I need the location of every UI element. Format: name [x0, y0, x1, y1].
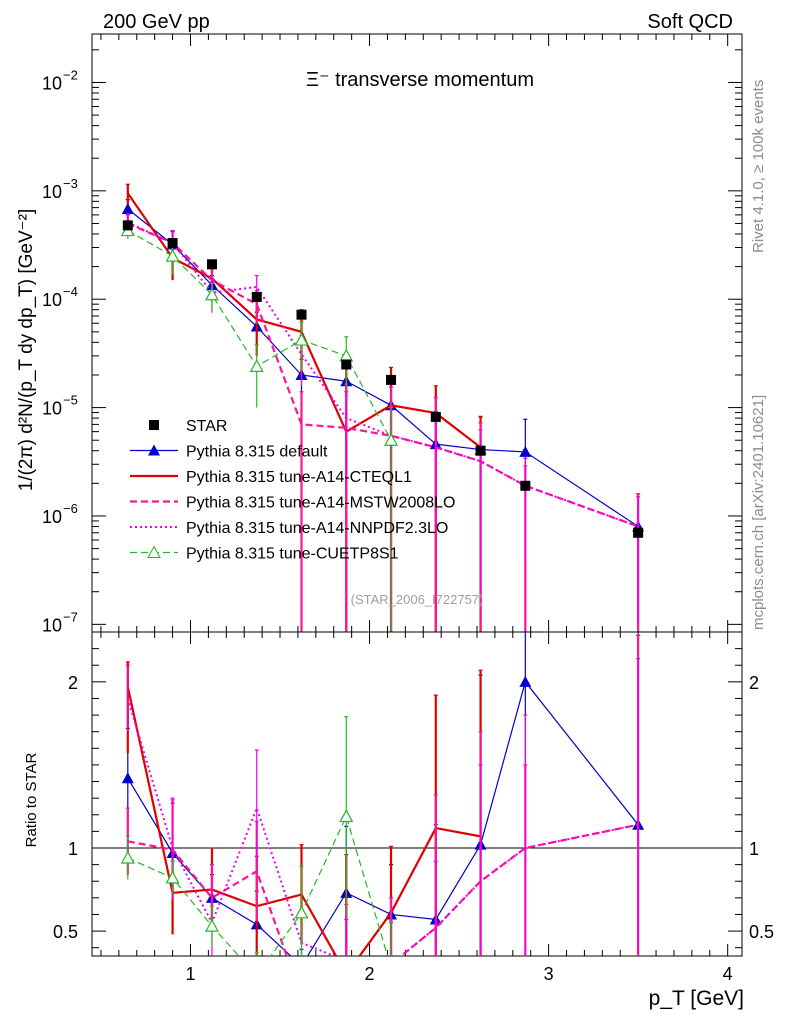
main-data-point-star [167, 238, 178, 249]
main-plot-area [120, 183, 645, 632]
ratio-y-tick-label-right: 0.5 [749, 922, 774, 942]
x-axis-label: p_T [GeV] [649, 987, 744, 1010]
legend-label-cuetp8s1: Pythia 8.315 tune-CUETP8S1 [186, 546, 399, 563]
main-marker-default [121, 202, 134, 214]
ratio-marker-cuetp8s1 [165, 870, 180, 884]
header-left: 200 GeV pp [103, 11, 210, 33]
ratio-y-axis-label: Ratio to STAR [23, 752, 40, 847]
main-marker-cuetp8s1 [204, 287, 219, 301]
analysis-id: (STAR_2006_I722757) [351, 592, 484, 607]
main-data-point-star [475, 445, 486, 456]
main-marker-default [519, 445, 532, 457]
y-tick-label: 10 [42, 615, 62, 635]
plot-title: Ξ⁻ transverse momentum [306, 69, 534, 91]
y-tick-label: 10 [42, 399, 62, 419]
ratio-marker-cuetp8s1 [120, 850, 135, 864]
ratio-series-line-cteql1 [126, 686, 481, 956]
main-y-axis-label: 1/(2π) d²N/(p_T dy dp_T) [GeV⁻²] [16, 209, 37, 492]
legend-label-nnpdf: Pythia 8.315 tune-A14-NNPDF2.3LO [186, 520, 448, 537]
y-tick-exponent: −7 [63, 609, 78, 624]
ratio-series-line-mstw [127, 823, 639, 956]
y-tick-label: 10 [42, 182, 62, 202]
y-tick-exponent: −3 [63, 176, 78, 191]
y-tick-label: 10 [42, 507, 62, 527]
main-frame [91, 33, 743, 633]
header-right: Soft QCD [647, 11, 733, 33]
ratio-plot-area [120, 632, 645, 981]
main-data-point-star [430, 411, 441, 422]
main-marker-cuetp8s1 [384, 432, 399, 446]
ratio-marker-cuetp8s1 [294, 905, 309, 919]
ratio-marker-cuetp8s1 [204, 918, 219, 932]
legend-label-default: Pythia 8.315 default [186, 444, 328, 461]
y-tick-exponent: −5 [63, 393, 78, 408]
legend: STAR Pythia 8.315 default Pythia 8.315 tun… [130, 418, 455, 563]
main-series-line-cteql1 [126, 192, 482, 449]
main-marker-cuetp8s1 [294, 332, 309, 346]
ratio-marker-cuetp8s1 [339, 809, 354, 823]
main-data-point-star [251, 291, 262, 302]
x-tick-label: 1 [185, 964, 195, 984]
ratio-marker-default [519, 675, 532, 687]
main-data-point-star [296, 309, 307, 320]
main-data-point-star [122, 220, 133, 231]
x-tick-label: 3 [544, 964, 554, 984]
rivet-label: Rivet 4.1.0, ≥ 100k events [750, 80, 767, 253]
ratio-marker-default [121, 772, 134, 784]
y-tick-exponent: −2 [63, 67, 78, 82]
main-data-point-star [520, 480, 531, 491]
legend-label-cteql1: Pythia 8.315 tune-A14-CTEQL1 [186, 469, 412, 486]
legend-marker-cuetp8s1 [147, 545, 161, 558]
main-data-point-star [633, 527, 644, 538]
ratio-y-tick-label: 0.5 [53, 922, 78, 942]
main-marker-cuetp8s1 [249, 359, 264, 372]
mcplots-label: mcplots.cern.ch [arXiv:2401.10621] [750, 395, 767, 630]
ratio-y-tick-label: 1 [68, 839, 78, 859]
x-tick-label: 2 [365, 964, 375, 984]
legend-marker-star [149, 420, 159, 430]
y-tick-label: 10 [42, 290, 62, 310]
ratio-y-tick-label-right: 2 [749, 673, 759, 693]
main-marker-cuetp8s1 [165, 248, 180, 262]
legend-marker-default [148, 444, 160, 456]
ratio-y-tick-label: 2 [68, 673, 78, 693]
main-data-point-star [206, 259, 217, 270]
y-tick-exponent: −6 [63, 501, 78, 516]
main-data-point-star [386, 374, 397, 385]
ratio-y-tick-label-right: 1 [749, 839, 759, 859]
main-series-line-nnpdf [127, 221, 639, 528]
main-marker-cuetp8s1 [339, 348, 354, 362]
ratio-frame [91, 631, 743, 957]
legend-label-star: STAR [186, 418, 227, 435]
x-tick-label: 4 [723, 964, 733, 984]
y-tick-label: 10 [42, 73, 62, 93]
ratio-marker-default [296, 960, 308, 971]
ratio-panel: 1 2 3 4 0.5 0.5 1 1 2 2 [53, 631, 774, 984]
y-tick-exponent: −4 [63, 284, 78, 299]
ratio-marker-cuetp8s1 [385, 962, 397, 973]
main-data-point-star [341, 359, 352, 370]
main-series-line-cuetp8s1 [127, 230, 392, 441]
legend-label-mstw: Pythia 8.315 tune-A14-MSTW2008LO [186, 495, 455, 512]
ratio-marker-cuetp8s1 [251, 970, 263, 981]
